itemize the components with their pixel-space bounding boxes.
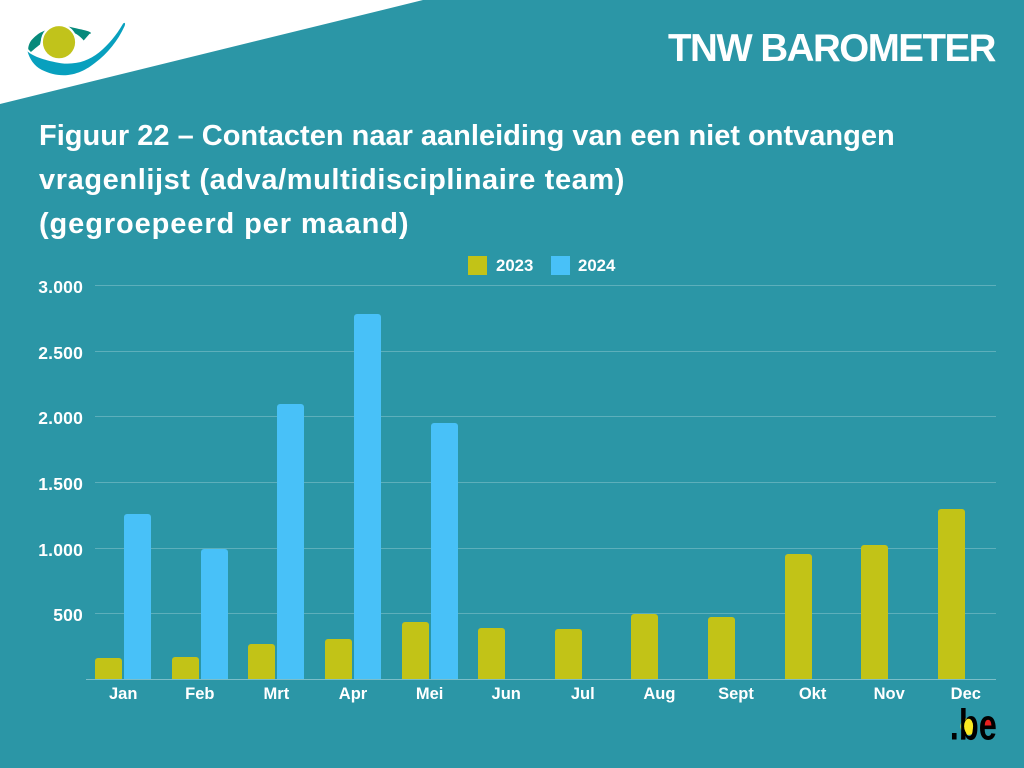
svg-text:.be: .be bbox=[950, 701, 997, 749]
